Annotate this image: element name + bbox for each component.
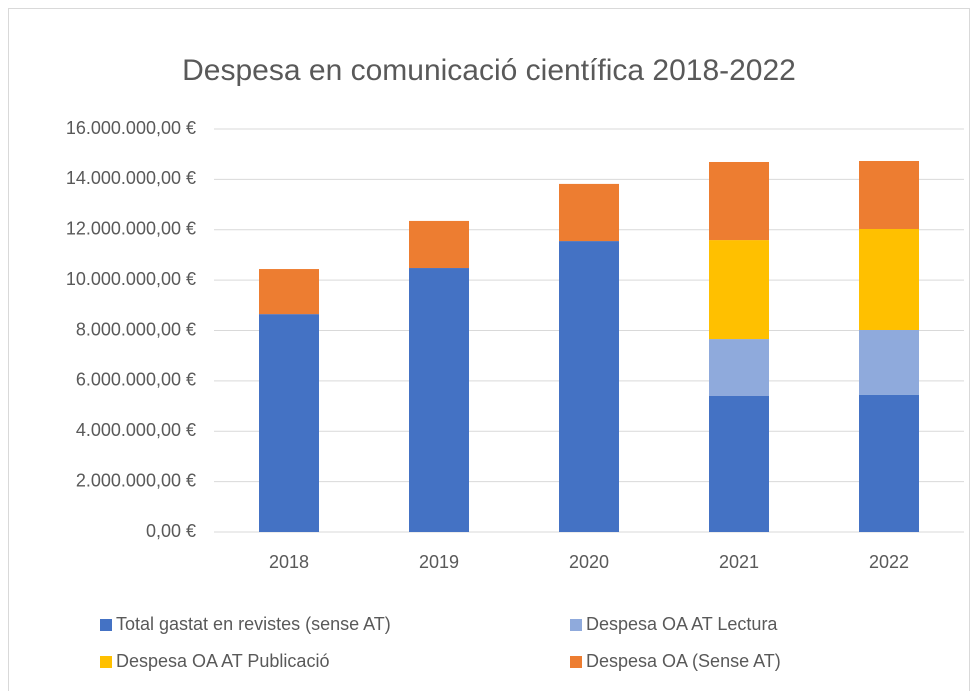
chart-title: Despesa en comunicació científica 2018-2… xyxy=(182,54,796,87)
legend-label: Despesa OA AT Publicació xyxy=(116,651,329,671)
legend-swatch xyxy=(570,619,582,631)
y-tick-label: 16.000.000,00 € xyxy=(66,118,196,138)
x-tick-label: 2021 xyxy=(719,552,759,572)
bar-segment xyxy=(859,329,919,395)
bar-segment xyxy=(259,314,319,532)
bar-segment xyxy=(709,395,769,532)
y-tick-label: 12.000.000,00 € xyxy=(66,219,196,239)
bar-segment xyxy=(709,161,769,241)
y-tick-label: 0,00 € xyxy=(146,521,196,541)
legend-label: Despesa OA AT Lectura xyxy=(586,614,778,634)
x-tick-label: 2018 xyxy=(269,552,309,572)
bar-segment xyxy=(559,241,619,532)
y-tick-label: 8.000.000,00 € xyxy=(76,319,196,339)
x-tick-label: 2020 xyxy=(569,552,609,572)
y-tick-label: 4.000.000,00 € xyxy=(76,420,196,440)
bar-segment xyxy=(709,240,769,340)
bar-segment xyxy=(409,268,469,532)
y-tick-label: 2.000.000,00 € xyxy=(76,470,196,490)
bar-segment xyxy=(409,220,469,269)
legend-label: Total gastat en revistes (sense AT) xyxy=(116,614,391,634)
bar-segment xyxy=(259,269,319,315)
bar-segment xyxy=(709,339,769,396)
bar-segment xyxy=(859,228,919,330)
legend-swatch xyxy=(100,619,112,631)
y-tick-label: 14.000.000,00 € xyxy=(66,168,196,188)
y-tick-label: 10.000.000,00 € xyxy=(66,269,196,289)
x-tick-label: 2019 xyxy=(419,552,459,572)
y-tick-label: 6.000.000,00 € xyxy=(76,370,196,390)
legend-label: Despesa OA (Sense AT) xyxy=(586,651,781,671)
bar-segment xyxy=(559,183,619,242)
legend-swatch xyxy=(100,656,112,668)
chart-frame xyxy=(8,8,970,696)
x-tick-label: 2022 xyxy=(869,552,909,572)
bar-segment xyxy=(859,394,919,532)
bar-segment xyxy=(859,160,919,229)
legend-swatch xyxy=(570,656,582,668)
